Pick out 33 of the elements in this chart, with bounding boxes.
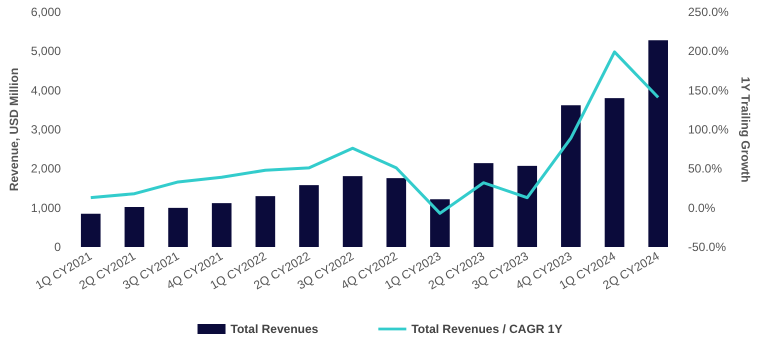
y2-tick-label: 50.0%	[688, 162, 722, 176]
bar	[561, 105, 581, 247]
bar	[212, 203, 232, 247]
bar	[474, 163, 494, 247]
bar	[299, 185, 319, 247]
line-series	[89, 50, 660, 215]
y2-tick-label: 200.0%	[688, 44, 730, 58]
legend-label: Total Revenues / CAGR 1Y	[411, 322, 562, 336]
bar	[256, 196, 276, 247]
y-axis-title: Revenue, USD Million	[7, 68, 21, 192]
legend-label: Total Revenues	[230, 322, 319, 336]
bar	[604, 98, 624, 247]
y-tick-label: 6,000	[30, 5, 62, 19]
y-tick-label: 3,000	[30, 122, 62, 136]
y-tick-label: 5,000	[30, 44, 62, 58]
y-tick-label: 0	[54, 240, 62, 254]
y-tick-label: 1,000	[30, 200, 62, 215]
bar	[80, 214, 101, 247]
y2-tick-label: 250.0%	[688, 5, 730, 19]
bar	[342, 176, 362, 247]
bar	[517, 166, 538, 247]
y-tick-label: 4,000	[30, 83, 62, 98]
y2-tick-label: -50.0%	[688, 240, 726, 254]
y-tick-label: 2,000	[30, 162, 62, 176]
y2-tick-label: 100.0%	[688, 122, 730, 136]
y2-tick-label: 0.0%	[688, 200, 716, 215]
bar	[124, 207, 144, 247]
bar	[168, 208, 188, 247]
y2-tick-label: 150.0%	[688, 83, 730, 98]
bar	[430, 199, 450, 247]
bar	[648, 40, 668, 247]
y2-axis-title: 1Y Trailing Growth	[738, 76, 753, 182]
bar	[386, 178, 406, 247]
